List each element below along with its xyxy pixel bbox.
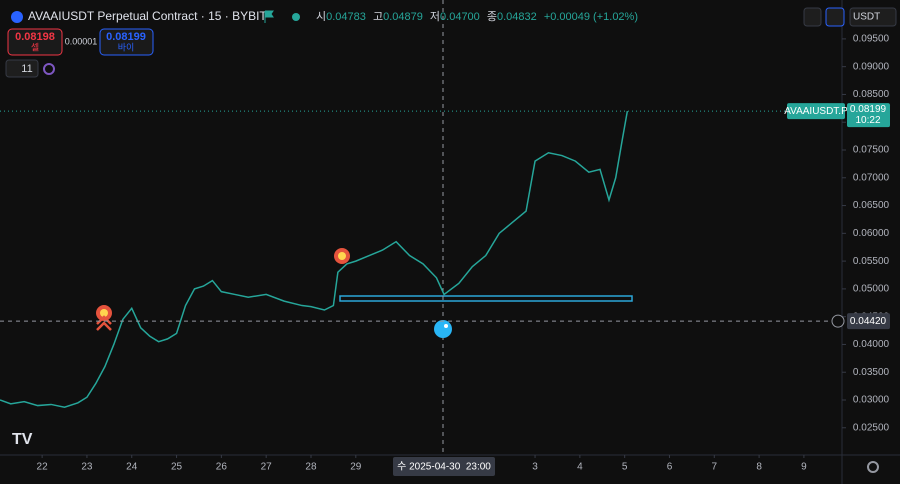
symbol-title[interactable]: AVAAIUSDT Perpetual Contract · 15 · BYBI… — [28, 9, 267, 23]
y-tick-label: 0.07500 — [853, 145, 890, 156]
countdown: 10:22 — [855, 115, 880, 126]
ohlc-value: 0.04879 — [383, 11, 423, 23]
y-tick-label: 0.08500 — [853, 89, 890, 100]
ohlc-value: 0.04832 — [497, 11, 537, 23]
x-tick-label: 26 — [216, 462, 228, 473]
y-tick-label: 0.05500 — [853, 256, 890, 267]
y-tick-label: 0.09000 — [853, 61, 890, 72]
download-button[interactable] — [803, 7, 822, 27]
buy-label: 바이 — [118, 42, 135, 52]
x-tick-label: 4 — [577, 462, 583, 473]
y-tick-label: 0.03000 — [853, 395, 890, 406]
sell-label: 셀 — [31, 42, 39, 52]
crosshair-price-tag — [847, 313, 890, 330]
x-tick-label: 23 — [81, 462, 93, 473]
x-tick-label: 27 — [261, 462, 273, 473]
change: +0.00049 (+1.02%) — [544, 11, 638, 23]
indicator-toggle[interactable] — [5, 59, 39, 78]
settings-icon[interactable] — [867, 461, 879, 473]
indicator-icon[interactable] — [43, 63, 55, 75]
sell-price: 0.08198 — [15, 31, 55, 43]
series-name: AVAAIUSDT.P — [784, 106, 848, 117]
ohlc-value: 0.04700 — [440, 11, 480, 23]
last-price-label: 0.08199 — [850, 104, 887, 115]
indicator-count: 11 — [21, 63, 32, 75]
ohlc-label: 저 — [430, 10, 440, 23]
marker — [334, 248, 350, 264]
status-dot — [292, 13, 300, 21]
ohlc-label: 시 — [316, 11, 326, 23]
y-tick-label: 0.09500 — [853, 34, 890, 45]
x-tick-label: 6 — [667, 462, 673, 473]
drawn-box[interactable] — [339, 295, 633, 302]
sell-button[interactable] — [7, 28, 63, 56]
last-price-tag — [847, 103, 890, 128]
series-tag — [787, 103, 845, 120]
buy-button[interactable] — [99, 28, 154, 56]
x-tick-label: 22 — [37, 462, 49, 473]
currency: USDT — [853, 12, 880, 23]
x-tick-label: 5 — [622, 462, 628, 473]
price-line — [0, 110, 629, 408]
x-tick-label: 8 — [756, 462, 762, 473]
y-tick-label: 0.07000 — [853, 172, 890, 183]
y-tick-label: 0.03500 — [853, 367, 890, 378]
x-tick-label: 28 — [305, 462, 317, 473]
ohlc-label: 종 — [487, 11, 497, 23]
x-tick-label: 24 — [126, 462, 138, 473]
y-tick-label: 0.04000 — [853, 339, 890, 350]
x-tick-label: 9 — [801, 462, 807, 473]
crosshair-time-label: 수 2025-04-30 23:00 — [397, 461, 491, 473]
x-tick-label: 25 — [171, 462, 183, 473]
y-tick-label: 0.06000 — [853, 228, 890, 239]
ohlc-value: 0.04783 — [326, 11, 366, 23]
flag-icon[interactable] — [264, 10, 274, 23]
currency-select[interactable] — [849, 7, 897, 27]
marker — [96, 305, 112, 331]
y-tick-label: 0.05000 — [853, 284, 890, 295]
y-tick-label: 0.06500 — [853, 200, 890, 211]
ohlc: 시0.04783 고0.04879 저0.04700 종0.04832 +0.0… — [316, 10, 638, 23]
spread: 0.00001 — [65, 36, 98, 46]
buy-price: 0.08199 — [106, 31, 146, 43]
tv-logo: TV — [12, 431, 33, 448]
x-tick-label: 7 — [712, 462, 718, 473]
x-tick-label: 29 — [350, 462, 362, 473]
crosshair-price-label: 0.04420 — [850, 316, 887, 327]
auto-button[interactable] — [825, 7, 845, 27]
crosshair-time-tag — [393, 457, 495, 476]
exchange-logo — [11, 11, 23, 23]
x-tick-label: 3 — [532, 462, 538, 473]
ohlc-label: 고 — [373, 11, 383, 23]
marker — [434, 320, 452, 338]
y-tick-label: 0.02500 — [853, 422, 890, 433]
crosshair-add-button[interactable] — [831, 314, 845, 328]
